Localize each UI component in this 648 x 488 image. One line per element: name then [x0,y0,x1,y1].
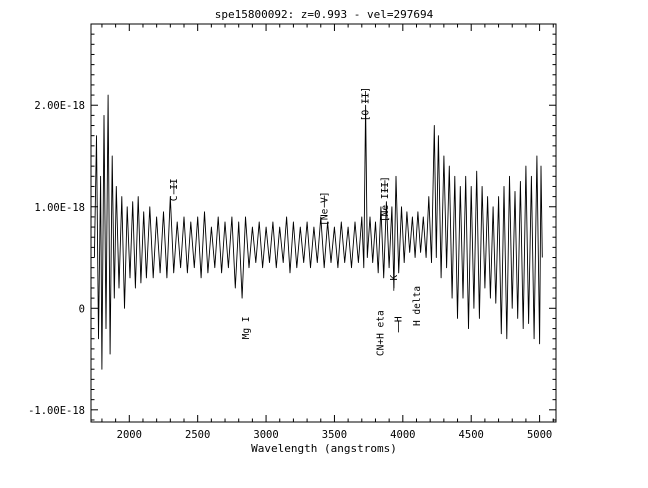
line-label-text: H delta [412,286,423,326]
line-label-text: Mg I [241,316,252,339]
line-label-text: K [389,275,400,281]
line-label-text: [Ne V] [319,192,330,226]
y-tick-label: 2.00E-18 [34,100,85,112]
line-label-text: [Ne III] [380,176,391,222]
x-tick-label: 2000 [117,429,142,441]
x-tick-label: 4000 [390,429,415,441]
axis-ticks: 2000 2500 3000 3500 4000 4500 5000 -1.00E-18 0 1.… [28,24,556,441]
y-tick-label: -1.00E-18 [28,405,85,417]
plot-frame [90,23,557,423]
x-tick-label: 3000 [253,429,278,441]
y-tick-label: 1.00E-18 [34,202,85,214]
line-label-text: [O II] [360,87,371,121]
spectrum-series-line [93,94,543,370]
x-tick-label: 4500 [459,429,484,441]
series-layer [93,94,543,370]
line-label-text: C II [169,178,180,201]
line-label-text: H [394,316,405,322]
x-axis-title: Wavelength (angstroms) [251,442,397,455]
x-tick-label: 5000 [527,429,552,441]
x-tick-label: 3500 [322,429,347,441]
chart-title: spe15800092: z=0.993 - vel=297694 [215,8,434,21]
line-labels: C II [Ne V] [O II] [Ne III] Mg I K H CN+H eta H … [169,87,423,356]
x-tick-label: 2500 [185,429,210,441]
line-label-text: CN+H eta [375,310,386,356]
y-tick-label: 0 [79,303,85,315]
